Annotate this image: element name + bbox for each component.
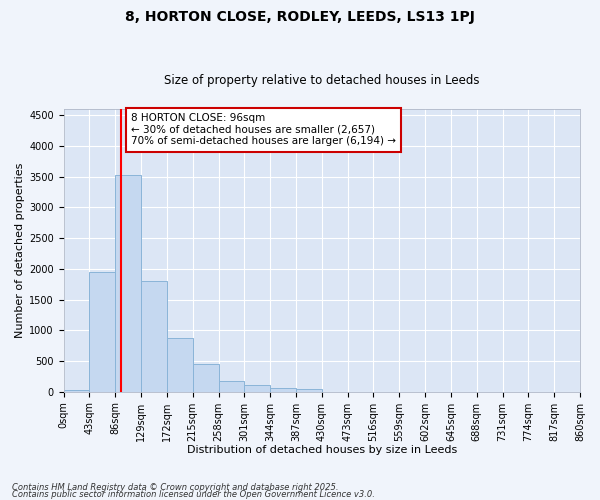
Text: Contains HM Land Registry data © Crown copyright and database right 2025.: Contains HM Land Registry data © Crown c… bbox=[12, 484, 338, 492]
Text: 8 HORTON CLOSE: 96sqm
← 30% of detached houses are smaller (2,657)
70% of semi-d: 8 HORTON CLOSE: 96sqm ← 30% of detached … bbox=[131, 113, 396, 146]
Bar bbox=[115, 175, 141, 392]
Text: 8, HORTON CLOSE, RODLEY, LEEDS, LS13 1PJ: 8, HORTON CLOSE, RODLEY, LEEDS, LS13 1PJ bbox=[125, 10, 475, 24]
Bar bbox=[296, 389, 322, 392]
Bar bbox=[141, 281, 167, 392]
Text: Contains public sector information licensed under the Open Government Licence v3: Contains public sector information licen… bbox=[12, 490, 375, 499]
X-axis label: Distribution of detached houses by size in Leeds: Distribution of detached houses by size … bbox=[187, 445, 457, 455]
Bar bbox=[167, 338, 193, 392]
Title: Size of property relative to detached houses in Leeds: Size of property relative to detached ho… bbox=[164, 74, 479, 87]
Y-axis label: Number of detached properties: Number of detached properties bbox=[15, 162, 25, 338]
Bar bbox=[64, 390, 89, 392]
Bar bbox=[270, 388, 296, 392]
Bar bbox=[193, 364, 218, 392]
Bar bbox=[89, 272, 115, 392]
Bar bbox=[244, 386, 270, 392]
Bar bbox=[218, 381, 244, 392]
